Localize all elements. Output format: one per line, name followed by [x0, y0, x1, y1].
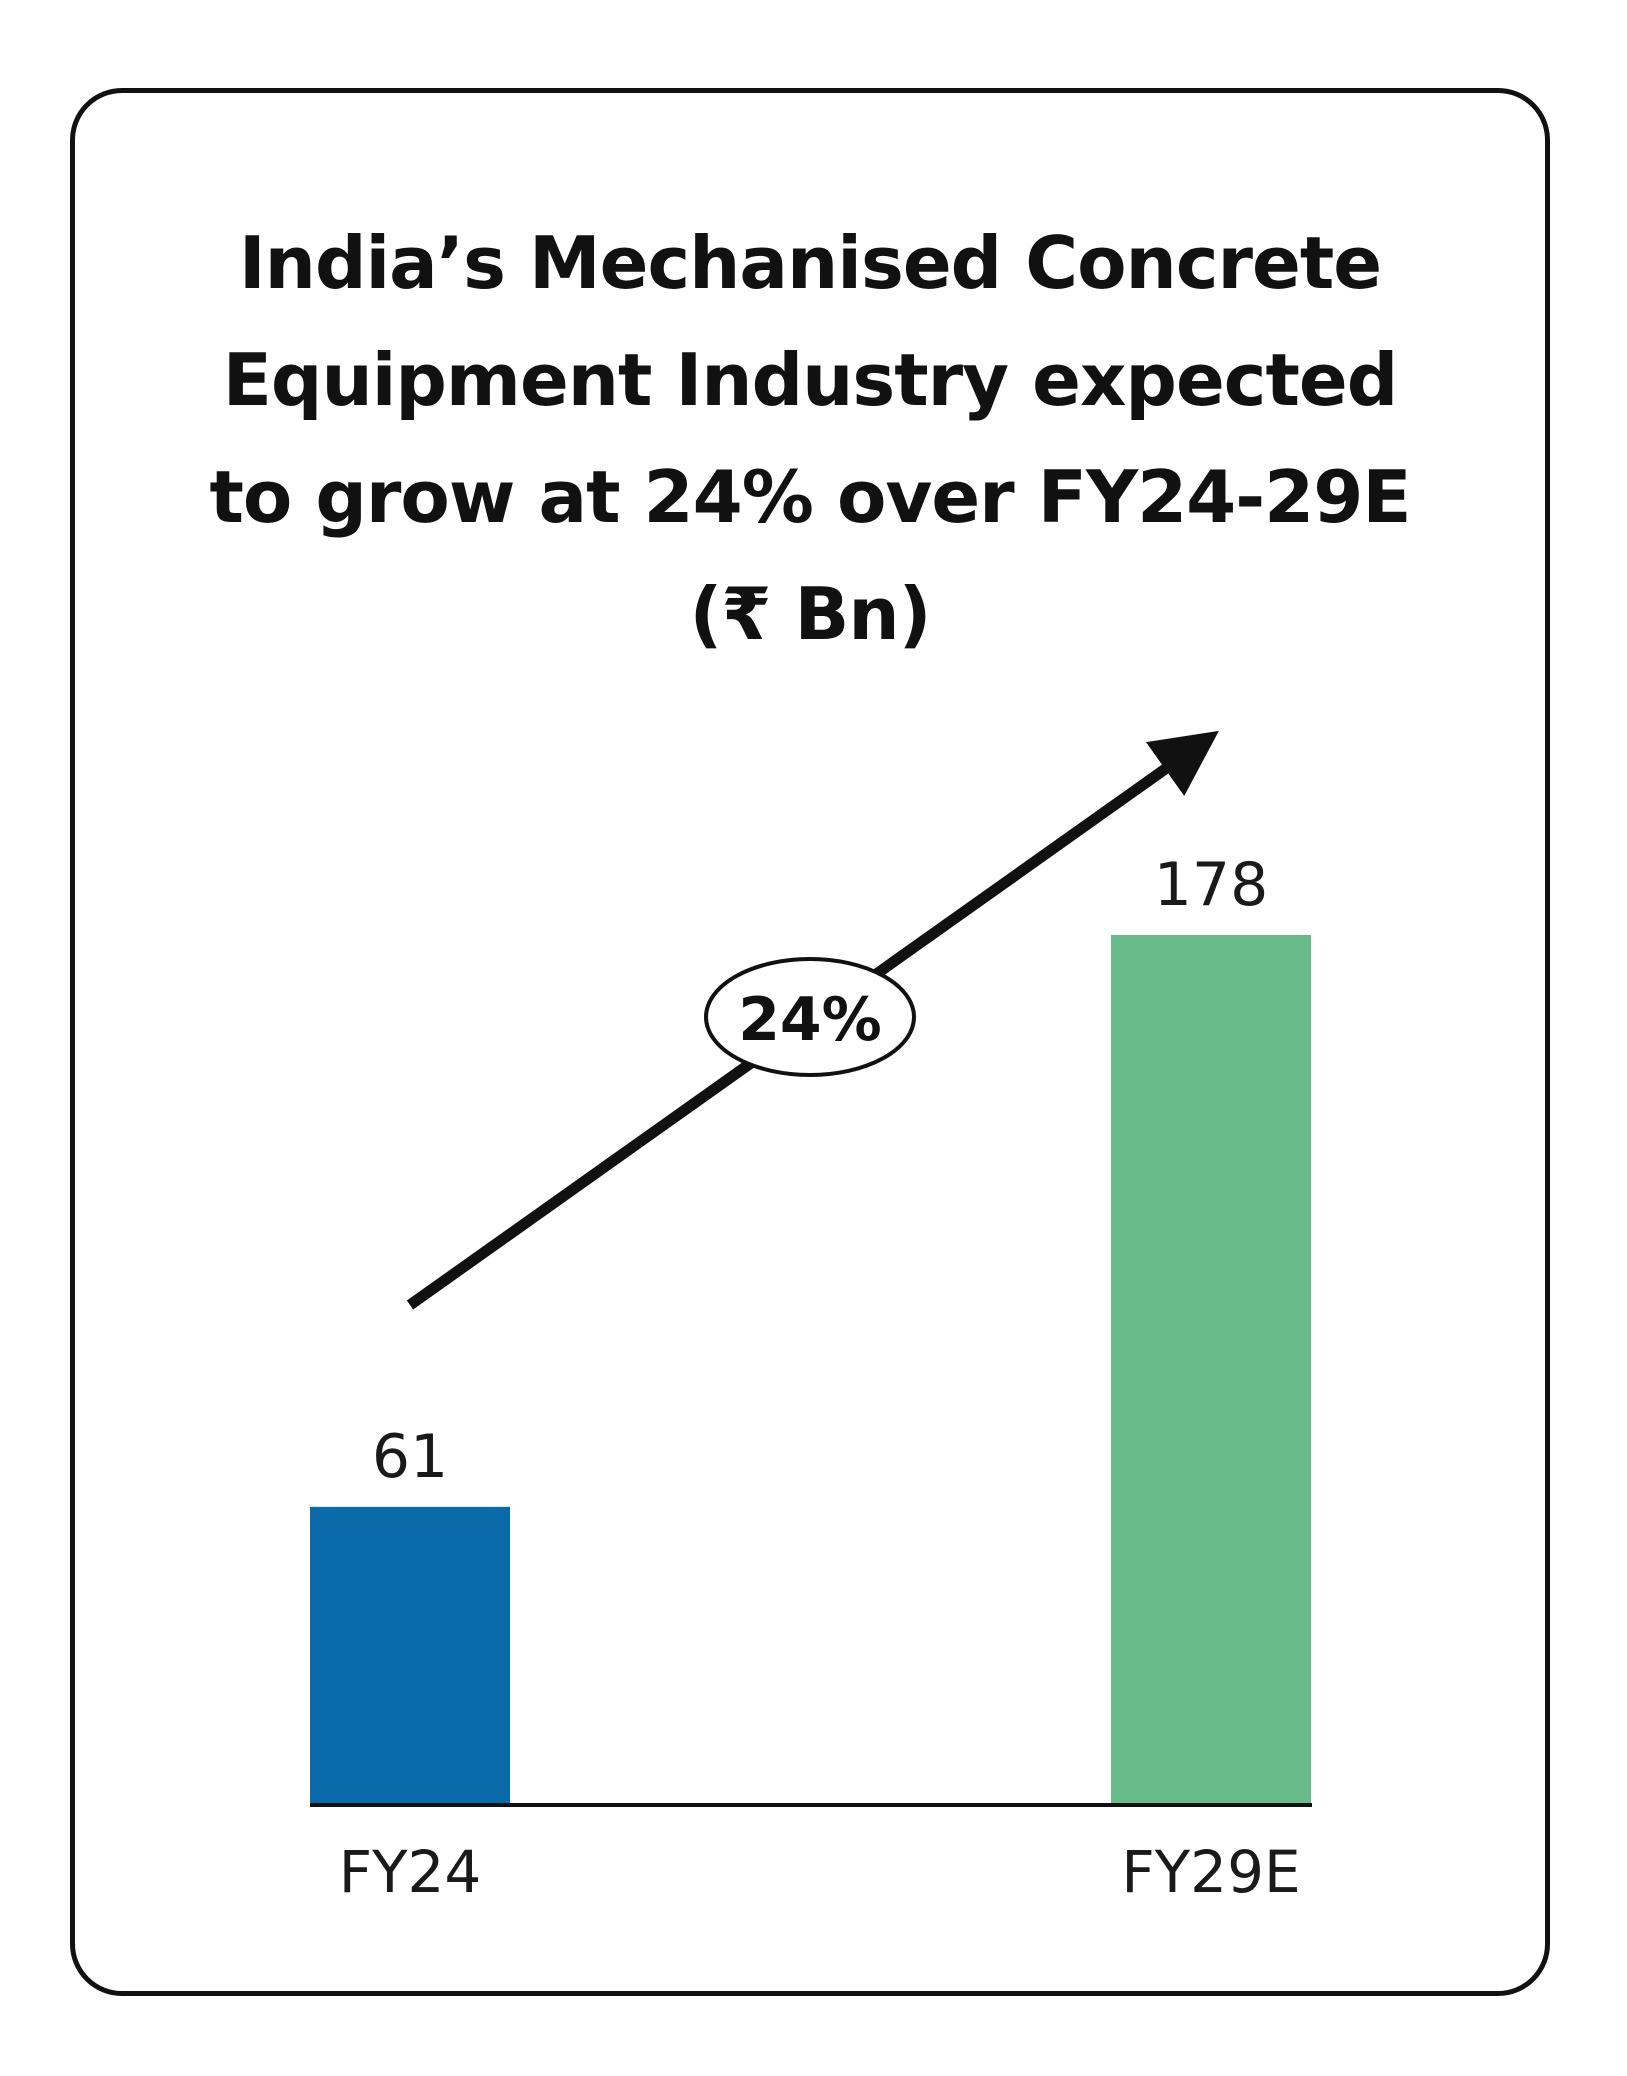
growth-annotation: 24%: [406, 730, 1219, 1310]
cagr-label: 24%: [738, 985, 882, 1055]
title-line-4: (₹ Bn): [689, 572, 931, 656]
title-line-2: Equipment Industry expected: [222, 338, 1399, 422]
cagr-ellipse: [704, 957, 916, 1077]
chart-title: India’s Mechanised Concrete Equipment In…: [75, 205, 1545, 673]
x-tick-label-fy24: FY24: [339, 1838, 482, 1906]
x-tick-label-fy29e: FY29E: [1121, 1838, 1300, 1906]
bar-fy29e: [1111, 935, 1311, 1805]
value-label-fy24: 61: [372, 1422, 448, 1492]
title-line-3: to grow at 24% over FY24-29E: [209, 455, 1411, 539]
value-label-fy29e: 178: [1154, 850, 1269, 920]
bars-layer: 61 FY24 178 FY29E: [310, 850, 1311, 1906]
bar-fy24: [310, 1506, 510, 1805]
title-line-1: India’s Mechanised Concrete: [238, 221, 1382, 305]
